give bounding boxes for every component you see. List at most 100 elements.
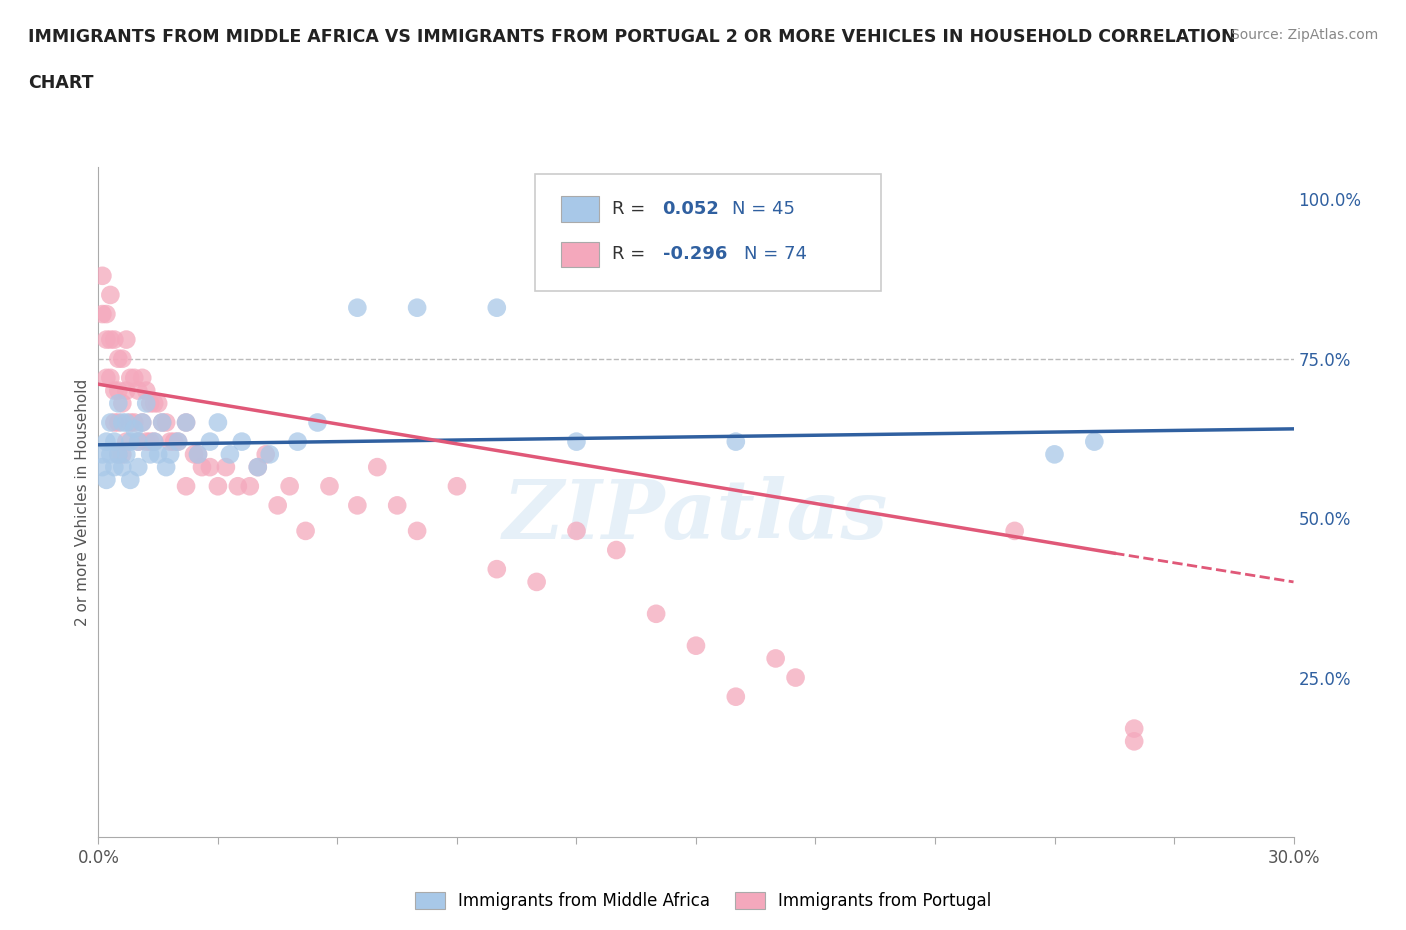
Point (294, 524, 316, 538)
Point (111, 352, 134, 366)
Text: 0.052: 0.052 (662, 200, 720, 218)
Point (98, 447, 122, 462)
Point (150, 415, 173, 430)
Point (127, 383, 149, 398)
Point (91, 269, 114, 284)
Point (127, 459, 149, 474)
Point (96, 332, 118, 347)
Point (139, 447, 162, 462)
Point (174, 415, 197, 430)
Point (148, 447, 170, 462)
Point (174, 479, 197, 494)
Point (198, 434, 221, 449)
Point (115, 434, 138, 449)
Point (318, 479, 340, 494)
Point (226, 479, 249, 494)
Point (107, 383, 129, 398)
Point (98, 415, 122, 430)
Point (135, 383, 157, 398)
Point (107, 447, 129, 462)
Point (307, 415, 329, 430)
Point (96, 307, 118, 322)
Text: ZIPatlas: ZIPatlas (503, 475, 889, 555)
Text: IMMIGRANTS FROM MIDDLE AFRICA VS IMMIGRANTS FROM PORTUGAL 2 OR MORE VEHICLES IN : IMMIGRANTS FROM MIDDLE AFRICA VS IMMIGRA… (28, 28, 1236, 46)
Point (174, 415, 197, 430)
Point (187, 447, 209, 462)
Point (1043, 447, 1066, 462)
Point (131, 415, 153, 430)
Point (91, 447, 114, 462)
Point (148, 396, 170, 411)
Point (406, 300, 429, 315)
Point (259, 447, 281, 462)
Point (159, 447, 181, 462)
Point (287, 434, 309, 449)
Point (127, 434, 149, 449)
Point (111, 396, 134, 411)
Point (366, 459, 388, 474)
Text: Source: ZipAtlas.com: Source: ZipAtlas.com (1230, 28, 1378, 42)
Point (267, 498, 290, 512)
Point (183, 447, 205, 462)
Point (485, 300, 508, 315)
Point (565, 524, 588, 538)
Point (103, 459, 125, 474)
Point (163, 434, 186, 449)
Point (124, 370, 146, 385)
Point (207, 479, 229, 494)
Point (143, 434, 166, 449)
Point (103, 383, 125, 398)
Legend: Immigrants from Middle Africa, Immigrants from Portugal: Immigrants from Middle Africa, Immigrant… (408, 885, 998, 917)
Point (98, 287, 122, 302)
Point (605, 542, 627, 557)
Point (1004, 524, 1026, 538)
Point (107, 415, 129, 430)
Point (143, 396, 166, 411)
Point (111, 447, 134, 462)
Point (98, 370, 122, 385)
Point (103, 332, 125, 347)
Point (135, 434, 157, 449)
Point (346, 300, 368, 315)
Point (120, 434, 142, 449)
Point (167, 434, 190, 449)
Point (135, 396, 157, 411)
Point (785, 671, 807, 685)
Point (246, 459, 269, 474)
Point (406, 524, 429, 538)
Point (1123, 734, 1146, 749)
Point (685, 638, 707, 653)
Point (765, 651, 787, 666)
Point (246, 459, 269, 474)
Point (215, 459, 238, 474)
Y-axis label: 2 or more Vehicles in Household: 2 or more Vehicles in Household (75, 379, 90, 626)
Point (115, 415, 138, 430)
Point (103, 415, 125, 430)
Point (143, 434, 166, 449)
Point (645, 606, 668, 621)
Point (239, 479, 262, 494)
Point (231, 434, 253, 449)
Text: R =: R = (613, 246, 651, 263)
Point (107, 396, 129, 411)
Point (139, 396, 162, 411)
Point (724, 689, 747, 704)
Point (155, 459, 177, 474)
Point (187, 447, 209, 462)
Point (111, 459, 134, 474)
Point (124, 415, 146, 430)
Point (565, 434, 588, 449)
Point (96, 472, 118, 487)
Point (526, 575, 548, 590)
Text: -0.296: -0.296 (662, 246, 727, 263)
Point (115, 332, 138, 347)
Point (139, 434, 162, 449)
Point (167, 434, 190, 449)
Point (103, 434, 125, 449)
Point (120, 415, 142, 430)
Point (120, 472, 142, 487)
Point (115, 383, 138, 398)
Point (1123, 721, 1146, 736)
Point (124, 421, 146, 436)
Text: N = 74: N = 74 (744, 246, 807, 263)
